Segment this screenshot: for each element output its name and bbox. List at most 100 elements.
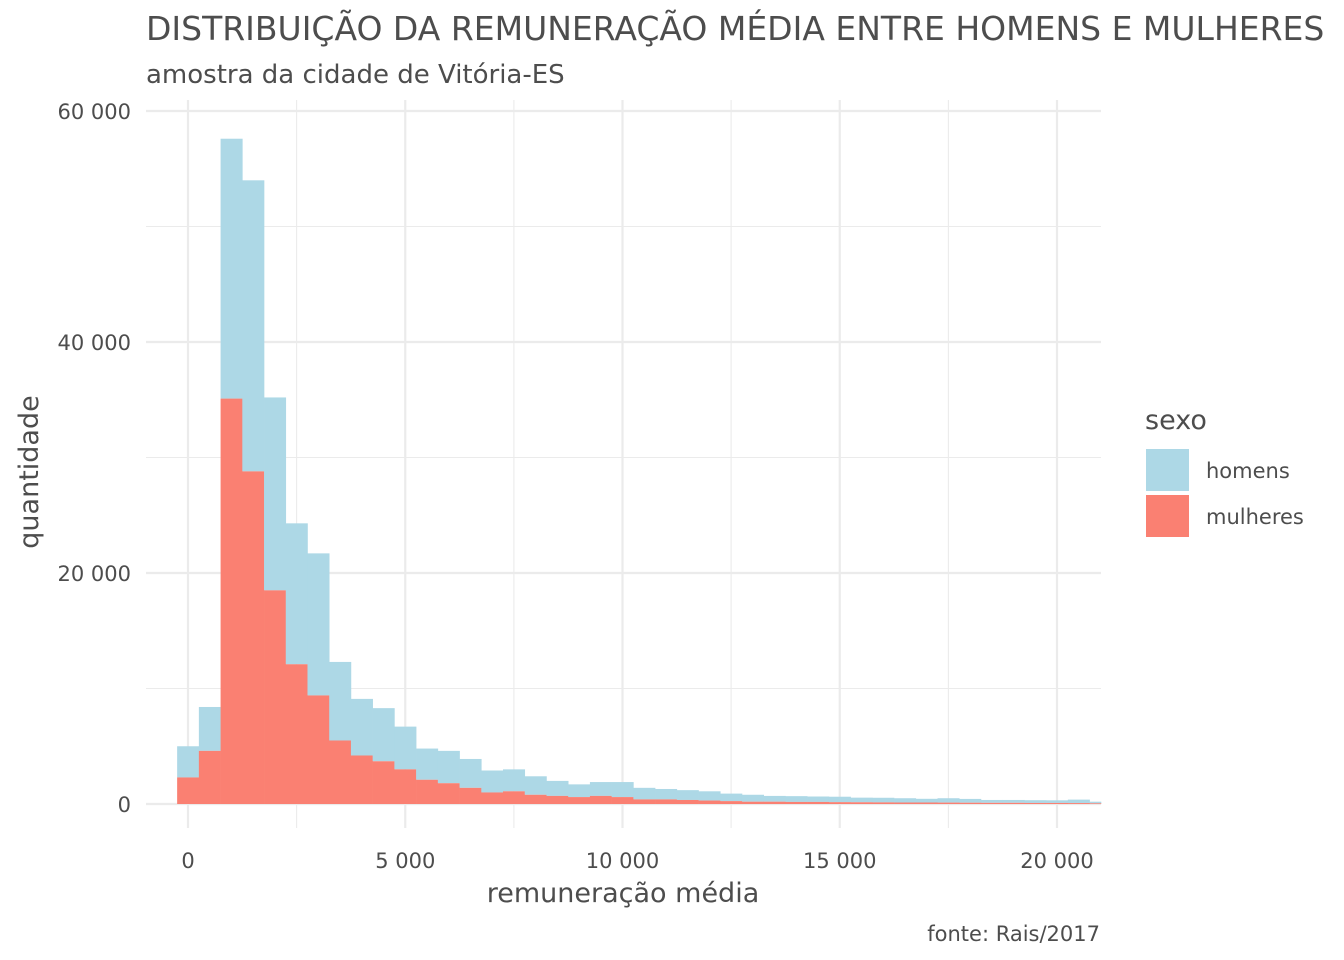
bar-homens: [807, 796, 830, 802]
bar-homens: [459, 758, 482, 788]
bar-mulheres: [915, 802, 938, 804]
bar-homens: [980, 799, 1003, 803]
legend-swatch-homens: [1146, 449, 1189, 491]
bar-homens: [959, 798, 982, 803]
bar-mulheres: [1089, 803, 1102, 804]
bar-mulheres: [437, 783, 460, 804]
bar-mulheres: [1024, 802, 1047, 804]
bar-homens: [633, 787, 656, 800]
bar-mulheres: [546, 795, 569, 804]
bar-mulheres: [589, 795, 612, 804]
bar-mulheres: [264, 590, 287, 804]
bar-mulheres: [242, 471, 265, 804]
y-axis-label: quantidade: [14, 395, 45, 548]
bar-mulheres: [177, 777, 200, 804]
bar-mulheres: [481, 792, 504, 804]
bar-mulheres: [763, 801, 786, 804]
bar-homens: [785, 796, 808, 802]
bar-homens: [1067, 799, 1090, 804]
bar-homens: [763, 795, 786, 802]
bar-mulheres: [285, 664, 308, 804]
bar-mulheres: [655, 799, 678, 804]
y-tick-label: 40 000: [58, 331, 131, 355]
legend-swatch-mulheres: [1146, 495, 1189, 537]
x-tick-label: 10 000: [586, 849, 659, 873]
bar-homens: [1024, 800, 1047, 803]
bar-mulheres: [698, 800, 721, 804]
bar-mulheres: [720, 801, 743, 804]
bar-homens: [568, 784, 591, 798]
bar-homens: [437, 750, 460, 784]
bar-mulheres: [329, 740, 352, 804]
y-tick-label: 60 000: [58, 100, 131, 124]
bar-homens: [177, 746, 200, 778]
bar-mulheres: [372, 761, 395, 804]
bar-mulheres: [741, 801, 765, 804]
bar-homens: [503, 769, 526, 792]
bar-homens: [242, 180, 265, 472]
bar-homens: [741, 794, 765, 802]
x-axis-ticks: 0 5 000 10 000 15 000 20 000: [181, 849, 1093, 873]
bar-homens: [589, 782, 612, 796]
bar-mulheres: [1046, 802, 1069, 804]
x-tick-label: 0: [181, 849, 194, 873]
bar-mulheres: [568, 797, 591, 804]
x-tick-label: 5 000: [375, 849, 435, 873]
bar-homens: [285, 523, 308, 665]
bar-homens: [676, 790, 699, 800]
bar-homens: [655, 788, 678, 800]
bar-homens: [850, 797, 873, 803]
y-axis-ticks: 0 20 000 40 000 60 000: [58, 100, 131, 817]
bar-mulheres: [807, 801, 830, 804]
bar-mulheres: [850, 802, 873, 804]
bar-mulheres: [785, 801, 808, 804]
bar-mulheres: [503, 791, 526, 804]
bar-mulheres: [959, 802, 982, 804]
x-tick-label: 20 000: [1020, 849, 1093, 873]
bar-mulheres: [220, 398, 243, 804]
y-tick-label: 20 000: [58, 562, 131, 586]
bar-homens: [481, 770, 504, 793]
bar-mulheres: [611, 797, 634, 804]
chart-caption: fonte: Rais/2017: [927, 922, 1100, 946]
legend-label-homens: homens: [1206, 459, 1290, 483]
bar-mulheres: [459, 787, 482, 804]
bar-homens: [698, 791, 721, 801]
bar-homens: [394, 726, 417, 770]
bar-homens: [1046, 800, 1069, 803]
bar-homens: [937, 798, 960, 803]
bar-homens: [524, 776, 547, 795]
bars: [177, 138, 1102, 804]
bar-homens: [546, 780, 569, 796]
bar-homens: [264, 397, 287, 591]
x-tick-label: 15 000: [803, 849, 876, 873]
chart-subtitle: amostra da cidade de Vitória-ES: [146, 60, 565, 90]
legend-title: sexo: [1145, 405, 1207, 436]
bar-homens: [894, 798, 917, 803]
bar-homens: [329, 661, 352, 741]
bar-mulheres: [633, 799, 656, 804]
x-axis-label: remuneração média: [487, 878, 760, 909]
y-tick-label: 0: [118, 793, 131, 817]
bar-homens: [416, 748, 439, 780]
bar-homens: [1002, 799, 1025, 803]
bar-homens: [828, 796, 851, 803]
bar-mulheres: [416, 779, 439, 804]
bar-mulheres: [1067, 803, 1090, 804]
bar-homens: [372, 708, 395, 762]
bar-mulheres: [937, 802, 960, 804]
bar-mulheres: [828, 802, 851, 804]
bar-homens: [350, 698, 373, 756]
bar-mulheres: [350, 755, 373, 804]
bar-mulheres: [198, 750, 221, 804]
bar-homens: [915, 798, 938, 803]
bar-homens: [198, 706, 221, 751]
bar-mulheres: [676, 799, 699, 804]
bar-mulheres: [394, 769, 417, 804]
bar-homens: [611, 782, 634, 798]
bar-homens: [307, 553, 330, 696]
chart-title: DISTRIBUIÇÃO DA REMUNERAÇÃO MÉDIA ENTRE …: [146, 8, 1324, 48]
bar-mulheres: [1002, 802, 1025, 804]
bar-homens: [872, 797, 895, 803]
